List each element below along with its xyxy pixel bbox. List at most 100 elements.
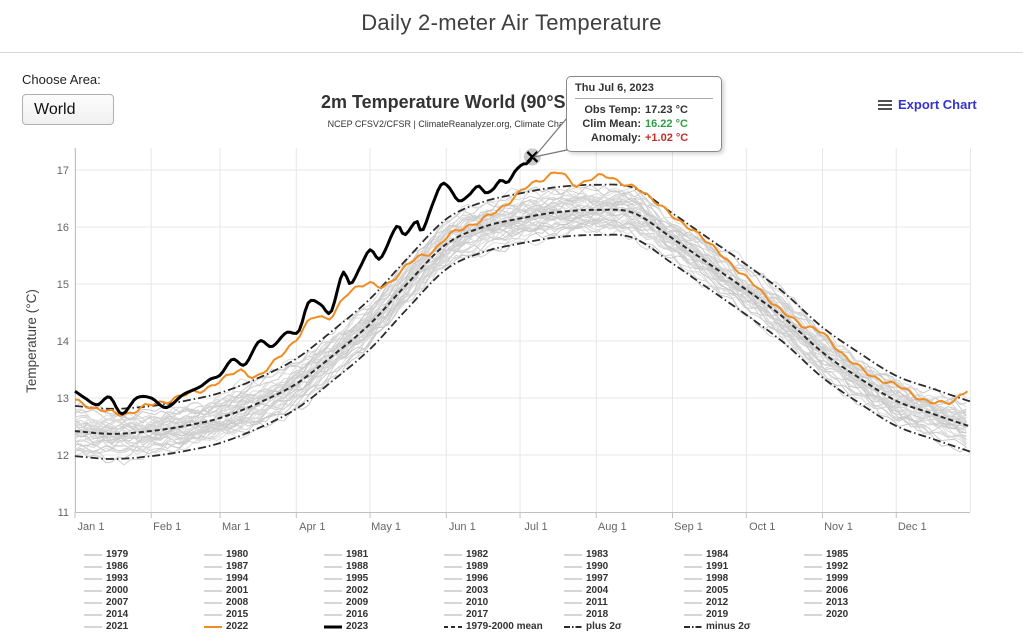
legend-item-1986[interactable]: 1986 — [84, 562, 204, 572]
series-year-1987-line[interactable] — [74, 217, 967, 455]
legend-item-2016[interactable]: 2016 — [324, 610, 444, 620]
legend-item-2000[interactable]: 2000 — [84, 586, 204, 596]
series-year-1988-line[interactable] — [74, 207, 967, 453]
export-chart-button[interactable]: Export Chart — [878, 97, 977, 112]
legend-label: 2009 — [346, 597, 369, 608]
legend-item-1979[interactable]: 1979 — [84, 550, 204, 560]
legend-item-1997[interactable]: 1997 — [564, 574, 684, 584]
legend-item-2008[interactable]: 2008 — [204, 598, 324, 608]
tooltip-clim-label: Clim Mean: — [582, 118, 641, 130]
series-year-2004-line[interactable] — [74, 193, 967, 441]
legend-swatch — [684, 554, 702, 556]
legend-label: 1980 — [226, 549, 249, 560]
legend-item-2009[interactable]: 2009 — [324, 598, 444, 608]
legend-item-2002[interactable]: 2002 — [324, 586, 444, 596]
x-tick-label: Dec 1 — [898, 521, 927, 533]
legend-item-2014[interactable]: 2014 — [84, 610, 204, 620]
series-year-2000-line[interactable] — [74, 204, 967, 437]
legend-item-1985[interactable]: 1985 — [804, 550, 924, 560]
legend-item-1980[interactable]: 1980 — [204, 550, 324, 560]
series-year-2018-line[interactable] — [74, 187, 967, 429]
legend-item-1995[interactable]: 1995 — [324, 574, 444, 584]
series-2023-line[interactable] — [74, 156, 534, 416]
tooltip-date: Thu Jul 6, 2023 — [575, 82, 654, 94]
legend-label: 1991 — [706, 561, 729, 572]
legend-item-1993[interactable]: 1993 — [84, 574, 204, 584]
series-year-1980-line[interactable] — [74, 214, 967, 454]
legend-item-plus-2σ[interactable]: plus 2σ — [564, 622, 684, 632]
legend-item-1992[interactable]: 1992 — [804, 562, 924, 572]
legend-item-1984[interactable]: 1984 — [684, 550, 804, 560]
chart-subtitle: NCEP CFSV2/CFSR | ClimateReanalyzer.org,… — [327, 119, 695, 129]
legend-label: 2003 — [466, 585, 489, 596]
legend-item-1979-2000-mean[interactable]: 1979-2000 mean — [444, 622, 564, 632]
legend-swatch — [204, 578, 222, 580]
legend-item-2011[interactable]: 2011 — [564, 598, 684, 608]
legend-swatch — [204, 554, 222, 556]
legend-item-1989[interactable]: 1989 — [444, 562, 564, 572]
series-year-2013-line[interactable] — [74, 192, 967, 431]
legend-item-2005[interactable]: 2005 — [684, 586, 804, 596]
y-tick-label: 17 — [57, 165, 69, 177]
legend-item-1998[interactable]: 1998 — [684, 574, 804, 584]
legend-item-2013[interactable]: 2013 — [804, 598, 924, 608]
hover-marker-x — [526, 151, 539, 163]
legend-item-1988[interactable]: 1988 — [324, 562, 444, 572]
legend-item-1982[interactable]: 1982 — [444, 550, 564, 560]
legend-item-2004[interactable]: 2004 — [564, 586, 684, 596]
legend-item-2022[interactable]: 2022 — [204, 622, 324, 632]
series-minus-2sigma-line[interactable] — [74, 233, 971, 460]
area-select[interactable]: World — [22, 94, 114, 125]
legend-item-1990[interactable]: 1990 — [564, 562, 684, 572]
legend-swatch — [684, 626, 702, 628]
series-year-2017-line[interactable] — [74, 184, 967, 421]
legend-item-1987[interactable]: 1987 — [204, 562, 324, 572]
legend-label: 2014 — [106, 609, 129, 620]
legend-item-2007[interactable]: 2007 — [84, 598, 204, 608]
series-year-2015-line[interactable] — [74, 186, 967, 430]
legend-swatch — [324, 602, 342, 604]
legend-item-1999[interactable]: 1999 — [804, 574, 924, 584]
series-year-1989-line[interactable] — [74, 212, 967, 452]
legend-item-2010[interactable]: 2010 — [444, 598, 564, 608]
legend-item-2018[interactable]: 2018 — [564, 610, 684, 620]
series-year-2011-line[interactable] — [74, 194, 967, 437]
legend-label: 1979 — [106, 549, 129, 560]
tooltip-anomaly-label: Anomaly: — [590, 132, 641, 144]
legend-swatch — [564, 614, 582, 616]
legend-item-1983[interactable]: 1983 — [564, 550, 684, 560]
legend-item-1991[interactable]: 1991 — [684, 562, 804, 572]
legend-swatch — [84, 602, 102, 604]
series-year-2005-line[interactable] — [74, 201, 967, 440]
series-year-1995-line[interactable] — [74, 206, 967, 437]
legend-item-2006[interactable]: 2006 — [804, 586, 924, 596]
legend-item-2015[interactable]: 2015 — [204, 610, 324, 620]
legend-item-2021[interactable]: 2021 — [84, 622, 204, 632]
x-tick-label: Sep 1 — [674, 521, 703, 533]
series-plus-2sigma-line[interactable] — [74, 183, 971, 410]
legend-label: plus 2σ — [586, 621, 622, 632]
series-2022-line[interactable] — [74, 171, 969, 417]
series-year-1994-line[interactable] — [74, 208, 967, 450]
legend-item-2003[interactable]: 2003 — [444, 586, 564, 596]
legend-item-1996[interactable]: 1996 — [444, 574, 564, 584]
legend-item-2012[interactable]: 2012 — [684, 598, 804, 608]
legend-item-minus-2σ[interactable]: minus 2σ — [684, 622, 804, 632]
legend-item-2001[interactable]: 2001 — [204, 586, 324, 596]
legend-item-2017[interactable]: 2017 — [444, 610, 564, 620]
legend-item-2019[interactable]: 2019 — [684, 610, 804, 620]
y-tick-label: 13 — [57, 393, 69, 405]
legend-label: 1986 — [106, 561, 129, 572]
legend-swatch — [684, 566, 702, 568]
series-year-2012-line[interactable] — [74, 196, 967, 436]
chart-legend: 1979 1980 1981 1982 1983 1984 1985 1986 … — [84, 550, 924, 632]
series-year-2021-line[interactable] — [74, 187, 967, 423]
tooltip-callout — [532, 116, 568, 158]
legend-item-2023[interactable]: 2023 — [324, 622, 444, 632]
legend-item-1981[interactable]: 1981 — [324, 550, 444, 560]
legend-item-1994[interactable]: 1994 — [204, 574, 324, 584]
legend-item-2020[interactable]: 2020 — [804, 610, 924, 620]
y-tick-label: 11 — [58, 507, 69, 519]
series-year-1998-line[interactable] — [74, 213, 967, 446]
